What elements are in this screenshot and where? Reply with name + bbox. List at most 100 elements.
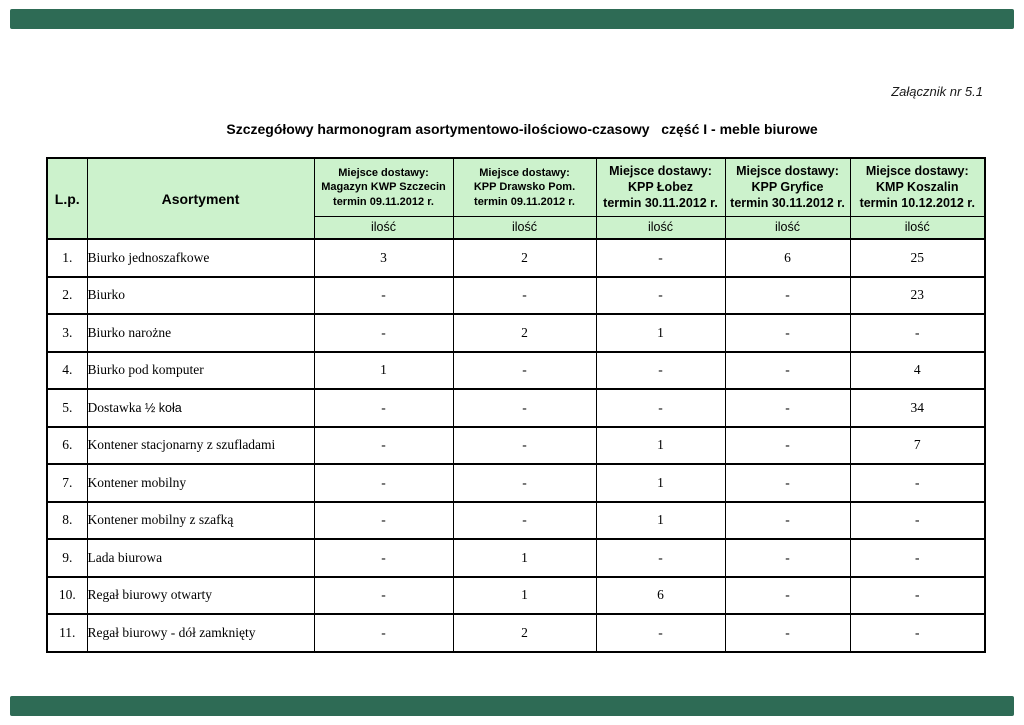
table-row: 3. Biurko narożne -2 1- - xyxy=(46,313,986,352)
qty-cell: 1 xyxy=(595,500,726,540)
asortyment-cell: Biurko pod komputer xyxy=(86,350,315,390)
qty-cell: - xyxy=(849,613,986,652)
qty-cell: 1 xyxy=(595,463,726,502)
qty-cell: 1 xyxy=(595,313,726,352)
lp-cell: 5. xyxy=(46,388,88,427)
qty-cell: - xyxy=(313,613,454,652)
asortyment-cell: Kontener mobilny xyxy=(86,463,315,502)
qty-cell: - xyxy=(313,500,454,540)
schedule-table: L.p. Asortyment Miejsce dostawy: Magazyn… xyxy=(46,157,986,653)
qty-cell: - xyxy=(452,350,597,390)
lp-cell: 3. xyxy=(46,313,88,352)
qty-cell: - xyxy=(313,538,454,577)
qty-cell: 2 xyxy=(452,313,597,352)
lp-cell: 10. xyxy=(46,575,88,615)
table-row: 10. Regał biurowy otwarty -1 6- - xyxy=(46,575,986,615)
scanner-edge-bar-top xyxy=(10,9,1014,29)
qty-cell: 3 xyxy=(313,238,454,277)
qty-cell: - xyxy=(724,350,851,390)
qty-cell: - xyxy=(313,425,454,465)
qty-subheader: ilość xyxy=(849,215,986,240)
delivery-place-label: Miejsce dostawy: xyxy=(338,166,429,179)
lp-cell: 7. xyxy=(46,463,88,502)
attachment-number-label: Załącznik nr 5.1 xyxy=(891,84,983,99)
asortyment-cell: Biurko jednoszafkowe xyxy=(86,238,315,277)
table-row: 11. Regał biurowy - dół zamknięty -2- - - xyxy=(46,613,986,652)
delivery-place-name: KMP Koszalin xyxy=(876,180,959,195)
delivery-deadline: termin 10.12.2012 r. xyxy=(859,196,975,211)
qty-cell: - xyxy=(313,575,454,615)
qty-cell: - xyxy=(724,463,851,502)
qty-cell: - xyxy=(452,388,597,427)
table-row: 1. Biurko jednoszafkowe 3 2-6 25 xyxy=(46,238,986,277)
delivery-deadline: termin 30.11.2012 r. xyxy=(730,196,845,211)
qty-subheader: ilość xyxy=(313,215,454,240)
column-header-szczecin: Miejsce dostawy: Magazyn KWP Szczecin te… xyxy=(313,157,454,217)
qty-cell: - xyxy=(452,275,597,315)
qty-cell: - xyxy=(724,500,851,540)
table-row: 9. Lada biurowa -1- - - xyxy=(46,538,986,577)
qty-cell: - xyxy=(595,275,726,315)
table-body: 1. Biurko jednoszafkowe 3 2-6 25 2. Biurko - - - -… xyxy=(46,238,986,652)
qty-cell: 7 xyxy=(849,425,986,465)
delivery-place-name: KPP Drawsko Pom. xyxy=(473,181,576,193)
qty-cell: 34 xyxy=(849,388,986,427)
asortyment-cell: Kontener mobilny z szafką xyxy=(86,500,315,540)
qty-cell: - xyxy=(452,425,597,465)
qty-cell: - xyxy=(849,538,986,577)
lp-cell: 11. xyxy=(46,613,88,652)
asortyment-cell: Dostawka ½ koła xyxy=(86,388,315,427)
delivery-place-label: Miejsce dostawy: xyxy=(865,164,969,179)
qty-cell: - xyxy=(724,575,851,615)
qty-cell: 1 xyxy=(313,350,454,390)
qty-cell: 2 xyxy=(452,238,597,277)
delivery-place-label: Miejsce dostawy: xyxy=(736,164,839,179)
qty-cell: - xyxy=(724,388,851,427)
qty-cell: - xyxy=(313,313,454,352)
qty-cell: - xyxy=(313,463,454,502)
qty-subheader: ilość xyxy=(595,215,726,240)
qty-cell: 6 xyxy=(724,238,851,277)
delivery-place-name: KPP Łobez xyxy=(627,180,694,195)
table-row: 2. Biurko - - - -23 xyxy=(46,275,986,315)
lp-cell: 8. xyxy=(46,500,88,540)
qty-cell: 1 xyxy=(595,425,726,465)
column-header-lp: L.p. xyxy=(46,157,88,240)
column-header-gryfice: Miejsce dostawy: KPP Gryfice termin 30.1… xyxy=(724,157,851,217)
lp-cell: 4. xyxy=(46,350,88,390)
qty-subheader: ilość xyxy=(452,215,597,240)
qty-cell: - xyxy=(595,238,726,277)
qty-cell: - xyxy=(595,350,726,390)
asortyment-cell: Lada biurowa xyxy=(86,538,315,577)
qty-cell: 4 xyxy=(849,350,986,390)
qty-cell: - xyxy=(724,425,851,465)
qty-cell: - xyxy=(313,388,454,427)
page-title: Szczegółowy harmonogram asortymentowo-il… xyxy=(226,121,818,137)
delivery-place-name: Magazyn KWP Szczecin xyxy=(321,181,446,193)
qty-cell: - xyxy=(849,463,986,502)
column-header-lobez: Miejsce dostawy: KPP Łobez termin 30.11.… xyxy=(595,157,726,217)
table-row: 7. Kontener mobilny - -1- - xyxy=(46,463,986,502)
lp-cell: 9. xyxy=(46,538,88,577)
asortyment-cell: Regał biurowy otwarty xyxy=(86,575,315,615)
qty-cell: 1 xyxy=(452,575,597,615)
asortyment-cell: Biurko narożne xyxy=(86,313,315,352)
qty-cell: 6 xyxy=(595,575,726,615)
qty-cell: - xyxy=(313,275,454,315)
delivery-place-name: KPP Gryfice xyxy=(751,180,824,195)
lp-cell: 1. xyxy=(46,238,88,277)
qty-cell: - xyxy=(724,538,851,577)
table-row: 5. Dostawka ½ koła - - - -34 xyxy=(46,388,986,427)
table-row: 4. Biurko pod komputer 1- - -4 xyxy=(46,350,986,390)
qty-cell: - xyxy=(595,613,726,652)
qty-cell: 25 xyxy=(849,238,986,277)
column-header-asortyment: Asortyment xyxy=(86,157,315,240)
qty-cell: - xyxy=(452,500,597,540)
qty-cell: - xyxy=(724,313,851,352)
asortyment-cell: Biurko xyxy=(86,275,315,315)
asortyment-cell: Kontener stacjonarny z szufladami xyxy=(86,425,315,465)
qty-subheader: ilość xyxy=(724,215,851,240)
qty-cell: - xyxy=(849,500,986,540)
column-header-drawsko: Miejsce dostawy: KPP Drawsko Pom. termin… xyxy=(452,157,597,217)
